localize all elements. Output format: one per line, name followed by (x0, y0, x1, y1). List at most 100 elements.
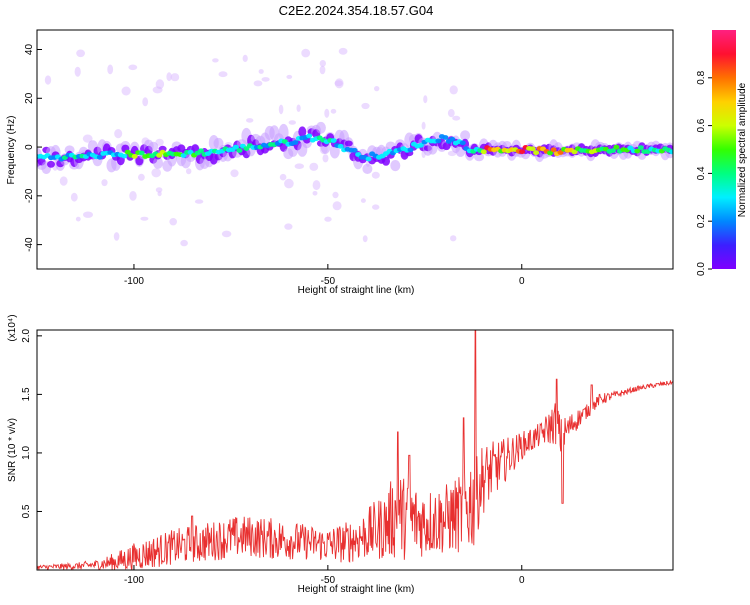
heatmap-blob (75, 216, 81, 222)
heatmap-blob (421, 121, 426, 130)
heatmap-core (613, 144, 620, 150)
y-tick-label: 2.0 (21, 328, 32, 342)
heatmap-blob (82, 134, 93, 143)
heatmap-blob (142, 97, 149, 107)
heatmap-blob (371, 171, 380, 179)
heatmap-blob (155, 187, 163, 193)
heatmap-blob (261, 77, 270, 82)
heatmap-blob (253, 80, 263, 87)
heatmap-blob (296, 104, 301, 112)
heatmap-core (156, 153, 163, 158)
heatmap-blob (129, 191, 137, 201)
x-tick-label: -100 (124, 575, 144, 586)
x-tick-label: -50 (321, 575, 336, 586)
colorbar-tick-label: 0.8 (696, 70, 707, 84)
heatmap-blob (284, 223, 293, 230)
heatmap-blob (121, 86, 131, 96)
heatmap-axes: -100 -50 0 -40 -20 0 20 40 (24, 44, 525, 287)
heatmap-blob (218, 71, 228, 78)
heatmap-blob (138, 173, 145, 181)
heatmap-blob (74, 66, 81, 77)
heatmap-ylabel: Frequency (Hz) (6, 116, 17, 185)
y-tick-label: -20 (24, 188, 35, 203)
heatmap-blob (301, 48, 311, 58)
heatmap-blob (312, 191, 318, 196)
heatmap-blob (246, 118, 254, 123)
snr-ylabel: SNR (10 * v/v) (7, 418, 18, 482)
y-tick-label: 1.0 (21, 446, 32, 460)
snr-series-line (37, 330, 673, 570)
heatmap-blob (332, 191, 339, 199)
heatmap-core (96, 154, 103, 160)
heatmap-blob (319, 60, 326, 67)
heatmap-core (627, 145, 634, 151)
heatmap-blob (450, 235, 457, 242)
figure-title: C2E2.2024.354.18.57.G04 (279, 3, 434, 18)
snr-axes: -100 -50 0 0.5 1.0 1.5 2.0 (21, 328, 525, 586)
heatmap-core (435, 138, 442, 144)
x-tick-label: -100 (124, 276, 144, 287)
heatmap-core (236, 148, 243, 153)
heatmap-blob (242, 54, 248, 63)
heatmap-blob (452, 115, 461, 121)
y-tick-label: 20 (24, 92, 35, 104)
x-tick-label: 0 (519, 575, 525, 586)
heatmap-blob (374, 86, 380, 92)
heatmap-blob (324, 108, 330, 118)
snr-marks (37, 330, 673, 570)
heatmap-core (529, 146, 536, 152)
heatmap-core (243, 146, 250, 152)
heatmap-halo (390, 160, 401, 172)
heatmap-halo (148, 141, 159, 152)
heatmap-core (124, 149, 131, 155)
y-tick-label: -40 (24, 237, 35, 252)
heatmap-halo (278, 123, 289, 142)
heatmap-blob (294, 163, 304, 169)
heatmap-blob (169, 218, 177, 226)
heatmap-blob (157, 191, 162, 197)
heatmap-core (547, 150, 554, 156)
colorbar-tick-label: 0.0 (696, 262, 707, 276)
snr-frame (36, 329, 674, 571)
heatmap-blob (423, 95, 428, 104)
heatmap-blob (361, 102, 370, 110)
heatmap-blob (76, 49, 85, 58)
heatmap-cell (47, 160, 55, 168)
heatmap-blob (101, 179, 108, 187)
heatmap-blob (107, 64, 114, 75)
heatmap-blob (212, 58, 219, 63)
heatmap-core (533, 150, 540, 156)
heatmap-halo (474, 152, 485, 162)
heatmap-blob (338, 47, 348, 55)
heatmap-blob (258, 69, 264, 74)
heatmap-core (351, 147, 358, 153)
heatmap-core (637, 145, 644, 151)
snr-xlabel: Height of straight line (km) (298, 584, 415, 595)
heatmap-core (669, 149, 673, 155)
colorbar-tick-label: 0.4 (696, 166, 707, 180)
colorbar-axes: 0.0 0.2 0.4 0.6 0.8 (696, 70, 712, 276)
heatmap-halo (153, 157, 163, 169)
heatmap-blob (114, 129, 123, 139)
y-tick-label: 0 (24, 144, 35, 150)
heatmap-halo (460, 130, 471, 141)
heatmap-core (480, 149, 487, 155)
heatmap-blob (44, 75, 52, 85)
heatmap-blob (288, 120, 296, 125)
heatmap-blob (155, 79, 165, 90)
heatmap-blob (360, 198, 366, 203)
heatmap-blob (449, 85, 458, 95)
heatmap-blob (151, 168, 161, 178)
heatmap-blob (334, 78, 344, 89)
heatmap-blob (194, 199, 204, 204)
heatmap-core (337, 143, 344, 149)
heatmap-blob (286, 74, 293, 79)
heatmap-blob (322, 154, 329, 163)
heatmap-halo (315, 121, 326, 134)
heatmap-blob (279, 173, 287, 181)
heatmap-blob (221, 230, 232, 238)
heatmap-blob (140, 216, 149, 221)
heatmap-blob (59, 176, 68, 186)
heatmap-blob (324, 216, 332, 222)
